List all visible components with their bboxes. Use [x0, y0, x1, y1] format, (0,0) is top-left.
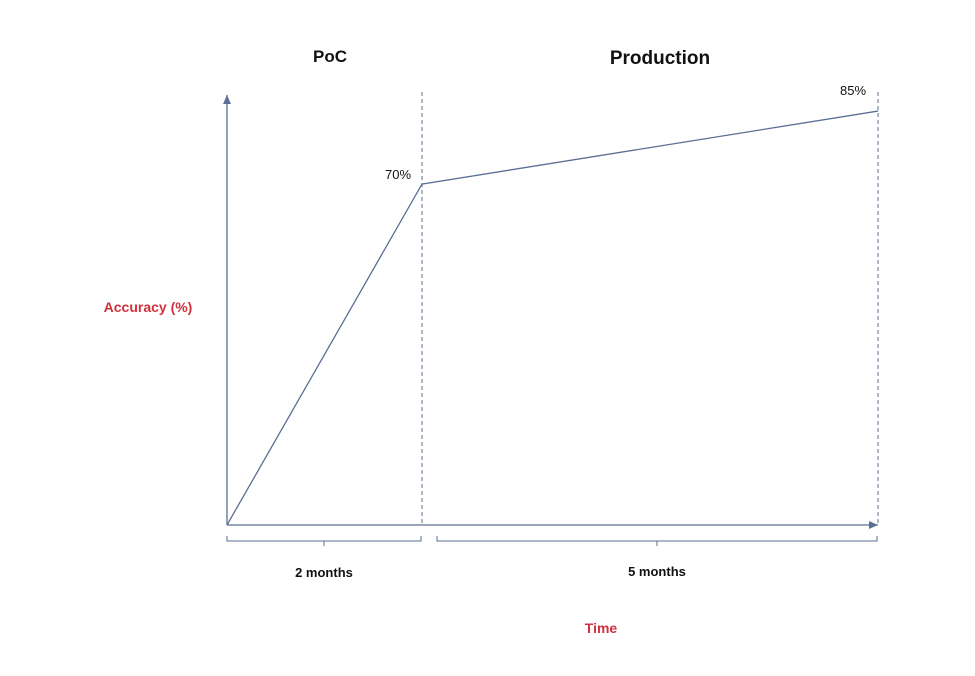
data-label-production-end: 85% [840, 83, 866, 98]
phase-title-production: Production [610, 48, 710, 69]
accuracy-line [226, 110, 879, 526]
duration-bracket-production [436, 536, 878, 546]
y-axis-label: Accuracy (%) [104, 299, 193, 315]
x-axis-label: Time [585, 620, 618, 636]
data-label-poc-end: 70% [385, 167, 411, 182]
phase-title-poc: PoC [313, 47, 347, 66]
duration-label-poc: 2 months [295, 565, 353, 580]
duration-label-production: 5 months [628, 564, 686, 579]
duration-bracket-poc [226, 536, 422, 546]
